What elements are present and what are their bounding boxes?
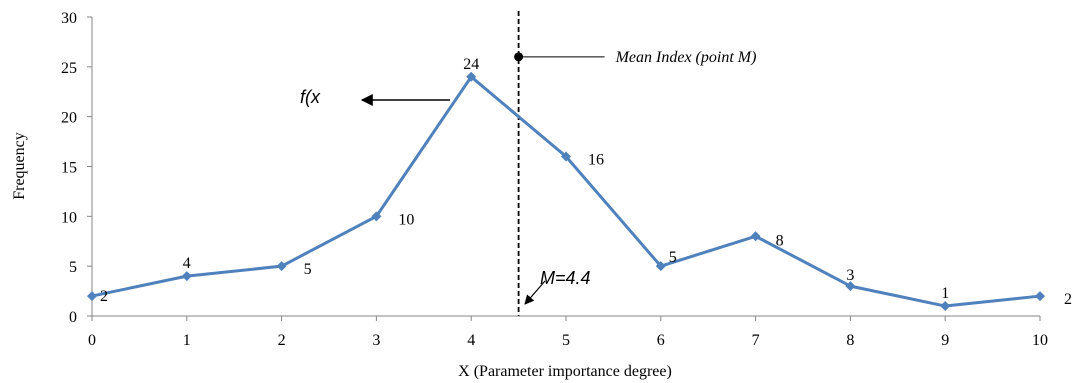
data-point-marker (371, 211, 382, 222)
data-point-marker (750, 231, 761, 242)
data-point-marker (87, 291, 97, 302)
mean-index-label: Mean Index (point M) (615, 49, 757, 66)
data-point-marker (276, 261, 287, 272)
data-point-marker (1035, 291, 1045, 302)
data-label: 8 (776, 232, 784, 249)
fx-label: f(x (300, 87, 321, 107)
x-tick-label: 5 (562, 332, 570, 349)
x-tick-label: 7 (752, 332, 760, 349)
data-label: 10 (398, 211, 414, 228)
data-point-marker (940, 301, 951, 312)
y-axis-ticks: 0 5 10 15 20 25 30 (61, 10, 92, 326)
x-tick-label: 8 (846, 332, 854, 349)
x-tick-label: 0 (88, 332, 96, 349)
x-tick-label: 3 (372, 332, 380, 349)
data-label: 5 (304, 261, 312, 278)
x-tick-label: 1 (183, 332, 191, 349)
series (87, 71, 1045, 312)
x-tick-label: 6 (657, 332, 665, 349)
y-tick-label: 10 (61, 209, 77, 226)
x-tick-label: 9 (941, 332, 949, 349)
x-tick-label: 4 (467, 332, 475, 349)
data-label: 16 (588, 152, 604, 169)
data-label: 24 (463, 56, 479, 73)
data-label: 1 (941, 285, 949, 302)
data-point-marker (466, 71, 477, 82)
y-tick-label: 25 (61, 60, 77, 77)
data-point-marker (655, 261, 666, 272)
data-label: 2 (1064, 291, 1072, 308)
data-label: 2 (100, 288, 108, 305)
y-axis-title: Frequency (11, 132, 28, 200)
y-tick-label: 5 (69, 259, 77, 276)
x-axis-title: X (Parameter importance degree) (458, 363, 672, 380)
annotations: Mean Index (point M) f(x M=4.4 (300, 11, 756, 316)
m-value-label: M=4.4 (540, 268, 591, 288)
m-arrow (524, 280, 546, 305)
x-tick-label: 10 (1032, 332, 1048, 349)
y-tick-label: 0 (69, 309, 77, 326)
data-label: 5 (669, 249, 677, 266)
y-tick-label: 15 (61, 160, 77, 177)
data-label: 3 (846, 267, 854, 284)
x-axis-ticks: 0 1 2 3 4 5 6 7 8 9 10 (88, 316, 1048, 349)
y-tick-label: 20 (61, 110, 77, 127)
data-label: 4 (183, 255, 191, 272)
data-point-marker (845, 281, 856, 292)
data-point-marker (561, 151, 571, 162)
data-point-marker (181, 271, 192, 282)
x-tick-label: 2 (278, 332, 286, 349)
y-tick-label: 30 (61, 10, 77, 27)
